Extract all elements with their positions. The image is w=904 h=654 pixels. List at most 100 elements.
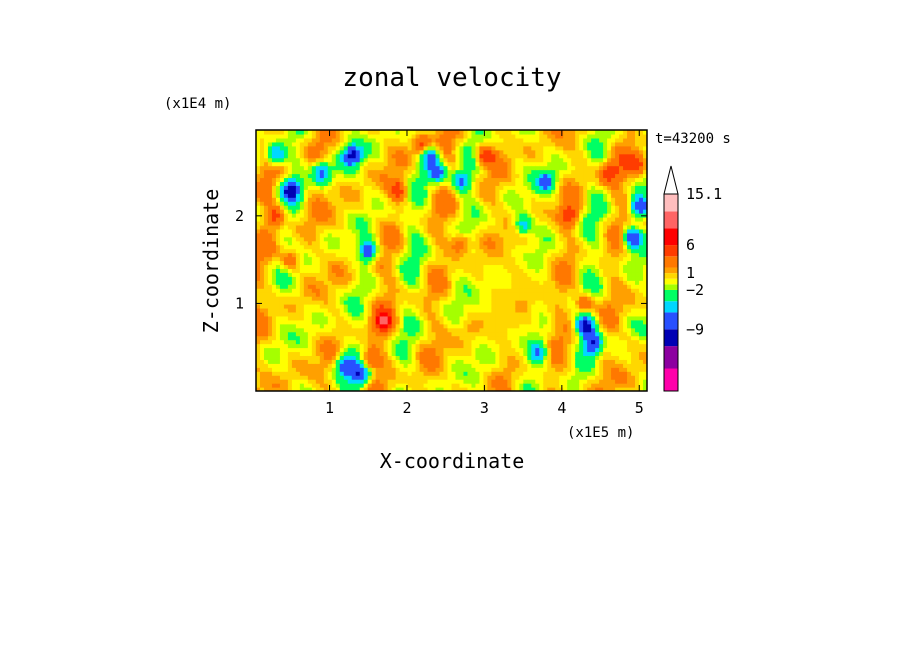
- field-cell: [347, 224, 353, 230]
- field-cell: [431, 296, 437, 301]
- field-cell: [315, 232, 321, 238]
- field-cell: [551, 272, 556, 277]
- field-cell: [435, 209, 441, 214]
- field-cell: [439, 165, 445, 171]
- field-cell: [483, 189, 489, 194]
- field-cell: [531, 248, 536, 254]
- field-cell: [423, 268, 429, 273]
- field-cell: [455, 327, 461, 333]
- field-cell: [475, 153, 481, 159]
- field-cell: [395, 217, 401, 222]
- field-cell: [275, 137, 281, 143]
- field-cell: [483, 371, 489, 376]
- field-cell: [435, 296, 441, 301]
- field-cell: [347, 300, 353, 305]
- field-cell: [399, 327, 405, 333]
- field-cell: [439, 264, 445, 269]
- field-cell: [327, 347, 333, 353]
- field-cell: [483, 252, 489, 258]
- field-cell: [427, 288, 433, 293]
- field-cell: [327, 145, 333, 151]
- field-cell: [351, 347, 357, 353]
- field-cell: [259, 327, 265, 333]
- field-cell: [387, 300, 393, 305]
- field-cell: [263, 375, 269, 380]
- field-cell: [535, 323, 540, 329]
- field-cell: [551, 367, 556, 372]
- field-cell: [491, 335, 496, 341]
- field-cell: [343, 359, 349, 364]
- field-cell: [279, 220, 285, 226]
- field-cell: [303, 252, 309, 258]
- field-cell: [431, 157, 437, 163]
- field-cell: [303, 331, 309, 337]
- field-cell: [471, 363, 477, 368]
- field-cell: [483, 288, 489, 293]
- field-cell: [283, 359, 289, 364]
- field-cell: [507, 141, 512, 147]
- field-cell: [367, 300, 373, 305]
- field-cell: [351, 149, 357, 155]
- field-cell: [415, 268, 421, 273]
- field-cell: [263, 355, 269, 360]
- field-cell: [503, 169, 508, 175]
- field-cell: [531, 217, 536, 222]
- field-cell: [451, 284, 457, 289]
- field-cell: [351, 280, 357, 285]
- field-cell: [535, 201, 540, 206]
- field-cell: [447, 228, 453, 234]
- field-cell: [439, 304, 445, 309]
- field-cell: [503, 224, 508, 230]
- field-cell: [479, 228, 485, 234]
- field-cell: [543, 177, 548, 182]
- field-cell: [351, 224, 357, 230]
- field-cell: [335, 272, 341, 277]
- field-cell: [371, 327, 377, 333]
- field-cell: [455, 145, 461, 151]
- field-cell: [527, 347, 532, 353]
- field-cell: [415, 284, 421, 289]
- field-cell: [295, 130, 301, 135]
- field-cell: [503, 260, 508, 266]
- field-cell: [335, 304, 341, 309]
- field-cell: [323, 268, 329, 273]
- field-cell: [447, 224, 453, 230]
- field-cell: [455, 359, 461, 364]
- field-cell: [439, 197, 445, 202]
- field-cell: [483, 149, 489, 155]
- field-cell: [379, 224, 385, 230]
- field-cell: [367, 236, 373, 242]
- field-cell: [355, 153, 361, 159]
- field-cell: [291, 288, 297, 293]
- field-cell: [351, 197, 357, 202]
- field-cell: [463, 130, 469, 135]
- field-cell: [363, 276, 369, 281]
- field-cell: [467, 185, 473, 190]
- field-cell: [467, 133, 473, 139]
- field-cell: [383, 375, 389, 380]
- field-cell: [399, 153, 405, 159]
- field-cell: [419, 232, 425, 238]
- field-cell: [263, 244, 269, 250]
- field-cell: [287, 367, 293, 372]
- field-cell: [291, 379, 297, 384]
- field-cell: [359, 311, 365, 317]
- field-cell: [487, 165, 492, 171]
- field-cell: [315, 327, 321, 333]
- field-cell: [435, 351, 441, 356]
- field-cell: [299, 304, 305, 309]
- field-cell: [407, 153, 413, 159]
- field-cell: [407, 236, 413, 242]
- field-cell: [491, 145, 496, 151]
- field-cell: [256, 130, 261, 135]
- field-cell: [303, 220, 309, 226]
- field-cell: [411, 268, 417, 273]
- field-cell: [527, 236, 532, 242]
- field-cell: [539, 130, 544, 135]
- field-cell: [256, 141, 261, 147]
- field-cell: [495, 165, 500, 171]
- field-cell: [535, 268, 540, 273]
- field-cell: [391, 359, 397, 364]
- field-cell: [399, 256, 405, 262]
- field-cell: [427, 367, 433, 372]
